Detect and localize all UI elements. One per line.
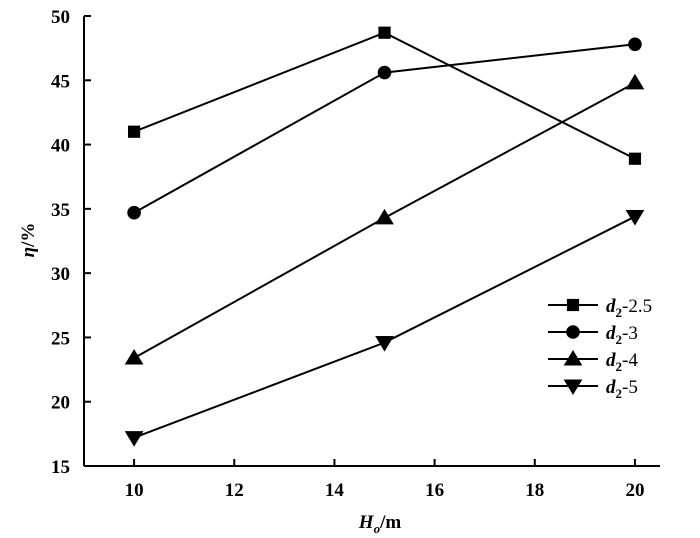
- series-d2-4: [124, 73, 645, 365]
- series-layer: [124, 26, 645, 447]
- y-tick-label: 15: [51, 457, 70, 478]
- data-point: [127, 205, 141, 220]
- legend-item: d2-3: [548, 323, 638, 347]
- series-line: [133, 31, 636, 160]
- x-tick-label: 18: [525, 480, 544, 501]
- legend-marker: [566, 298, 580, 312]
- data-point: [377, 65, 392, 80]
- legend-item: d2-2.5: [548, 296, 652, 320]
- y-tick-label: 35: [51, 200, 70, 221]
- data-point: [124, 431, 144, 447]
- legend-item: d2-5: [548, 377, 638, 401]
- y-tick-label: 45: [51, 71, 70, 92]
- series-d2-5: [124, 210, 645, 447]
- x-tick-label: 14: [325, 480, 345, 501]
- x-ticks: 10 12 14 16 18 20: [125, 459, 644, 501]
- y-tick-label: 20: [51, 393, 70, 414]
- data-point: [625, 73, 645, 90]
- legend-label: d2-3: [606, 323, 638, 347]
- data-point: [625, 210, 645, 226]
- data-point: [375, 208, 394, 225]
- legend-label: d2-4: [606, 350, 638, 374]
- y-tick-label: 30: [51, 264, 70, 285]
- y-tick-label: 40: [51, 136, 70, 157]
- legend-marker: [563, 379, 583, 396]
- legend-label: d2-5: [606, 377, 638, 401]
- y-ticks: 15 20 25 30 35 40 45 50: [51, 7, 91, 478]
- y-tick-label: 25: [51, 328, 70, 349]
- data-point: [628, 37, 642, 52]
- x-axis-label: Ho/m: [358, 512, 402, 536]
- series-d2-3: [127, 37, 642, 220]
- x-tick-label: 20: [625, 480, 644, 501]
- legend-marker: [563, 349, 583, 366]
- series-line: [133, 215, 636, 439]
- y-tick-label: 50: [51, 7, 70, 28]
- x-tick-label: 10: [125, 480, 144, 501]
- data-point: [628, 152, 642, 165]
- x-tick-label: 12: [225, 480, 244, 501]
- data-point: [375, 336, 394, 352]
- data-point: [378, 26, 391, 39]
- legend: d2-2.5 d2-3 d2-4 d2-5: [548, 296, 652, 401]
- y-axis-label: η/%: [18, 223, 39, 258]
- axes: [83, 16, 660, 467]
- legend-item: d2-4: [548, 349, 638, 374]
- legend-label: d2-2.5: [606, 296, 652, 320]
- series-d2-2.5: [127, 26, 642, 165]
- legend-marker: [566, 325, 580, 339]
- data-point: [127, 125, 141, 138]
- data-point: [124, 348, 144, 365]
- x-tick-label: 16: [425, 480, 444, 501]
